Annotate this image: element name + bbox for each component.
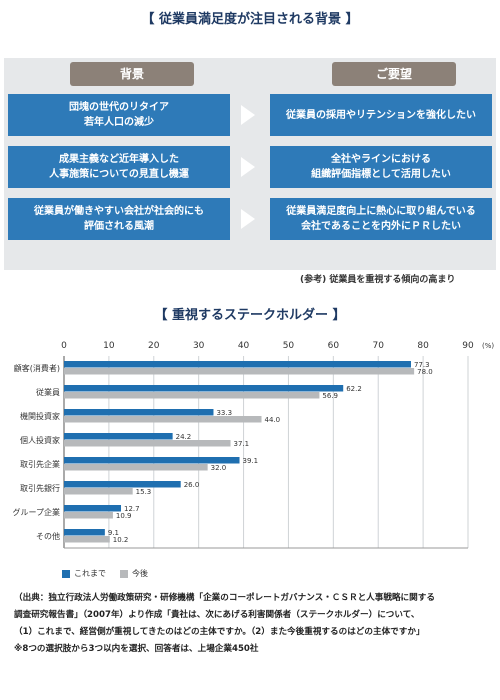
category-label: 個人投資家 xyxy=(20,435,60,445)
x-tick-label: 50 xyxy=(283,341,295,351)
source-line-1: （出典：独立行政法人労働政策研究・研修機構「企業のコーポレートガバナンス・ＣＳＲ… xyxy=(14,593,435,603)
data-label: 56.9 xyxy=(322,392,338,400)
bar-past xyxy=(64,385,344,392)
data-label: 10.9 xyxy=(116,512,132,520)
request-box-1-line1: 従業員の採用やリテンションを強化したい xyxy=(286,109,476,121)
x-tick-label: 70 xyxy=(372,341,384,351)
x-tick-label: 30 xyxy=(193,341,205,351)
unit-label: (%) xyxy=(482,342,494,350)
x-tick-label: 20 xyxy=(148,341,160,351)
background-box-1: 団塊の世代のリタイア 若年人口の減少 xyxy=(8,94,230,136)
bar-future xyxy=(64,464,208,471)
bar-past xyxy=(64,529,105,536)
bar-future xyxy=(64,392,320,399)
bar-future xyxy=(64,512,113,519)
source-line-3: （1）これまで、経営側が重視してきたのはどの主体ですか。（2）また今後重視するの… xyxy=(14,627,425,637)
category-label: その他 xyxy=(36,531,60,541)
request-box-1: 従業員の採用やリテンションを強化したい xyxy=(270,94,492,136)
stakeholder-bar-chart: 0 10 20 30 40 50 60 70 80 90 (%) 顧客(消費者) 77.378.0 従業員… xyxy=(12,341,494,549)
x-tick-label: 80 xyxy=(417,341,429,351)
bar-future xyxy=(64,488,133,495)
right-arrow-icon xyxy=(241,209,255,229)
x-tick-label: 0 xyxy=(61,341,67,351)
legend-swatch xyxy=(120,569,128,578)
category-label: 取引先銀行 xyxy=(20,483,60,493)
data-label: 39.1 xyxy=(243,457,259,465)
bar-future xyxy=(64,368,415,375)
background-header: 背景 xyxy=(70,62,194,86)
category-label: 顧客(消費者) xyxy=(14,363,60,373)
reference-note: (参考) 従業員を重視する傾向の高まり xyxy=(300,275,456,285)
legend-item: 今後 xyxy=(120,568,148,579)
right-arrow-icon xyxy=(241,105,255,125)
source-line-2: 調査研究報告書」（2007年）より作成「貴社は、次にあげる利害関係者（ステークホ… xyxy=(14,610,420,620)
request-box-2: 全社やラインにおける組織評価指標として活用したい xyxy=(270,146,492,188)
source-note: （出典：独立行政法人労働政策研究・研修機構「企業のコーポレートガバナンス・ＣＳＲ… xyxy=(14,590,494,658)
bar-past xyxy=(64,409,214,416)
category-label: 従業員 xyxy=(36,387,60,397)
category-label: 取引先企業 xyxy=(20,459,60,469)
background-box-2-line1: 成果主義など近年導入した xyxy=(58,154,179,165)
legend-label: 今後 xyxy=(132,569,148,578)
data-label: 77.3 xyxy=(414,361,430,369)
bar-past xyxy=(64,433,173,440)
data-label: 10.2 xyxy=(113,536,129,544)
legend-item: これまで xyxy=(62,568,106,579)
bar-past xyxy=(64,361,411,368)
stakeholder-chart-title: 【 重視するステークホルダー 】 xyxy=(154,308,346,323)
request-header: ご要望 xyxy=(332,62,456,86)
category-label: グループ企業 xyxy=(12,507,60,517)
request-box-2-line2: 組織評価指標として活用したい xyxy=(311,169,451,180)
background-box-3-line1: 従業員が働きやすい会社が社会的にも xyxy=(34,206,204,217)
data-label: 62.2 xyxy=(346,385,362,393)
legend-swatch xyxy=(62,569,70,578)
legend-label: これまで xyxy=(74,569,106,578)
chart-legend: これまで 今後 xyxy=(62,568,182,582)
background-box-3-line2: 評価される風潮 xyxy=(84,221,154,232)
data-label: 26.0 xyxy=(184,481,200,489)
request-box-3-line2: 会社であることを内外にＰＲしたい xyxy=(301,221,461,232)
request-box-3-line1: 従業員満足度向上に熱心に取り組んでいる xyxy=(286,206,476,217)
background-box-2: 成果主義など近年導入した 人事施策についての見直し機運 xyxy=(8,146,230,188)
right-arrow-icon xyxy=(241,157,255,177)
bar-past xyxy=(64,457,240,464)
data-label: 78.0 xyxy=(417,368,433,376)
x-tick-label: 10 xyxy=(103,341,115,351)
request-box-3: 従業員満足度向上に熱心に取り組んでいる 会社であることを内外にＰＲしたい xyxy=(270,198,492,240)
background-box-1-line2: 若年人口の減少 xyxy=(84,117,154,128)
data-label: 15.3 xyxy=(136,488,152,496)
data-label: 32.0 xyxy=(211,464,227,472)
data-label: 33.3 xyxy=(216,409,232,417)
background-section-title: 【 従業員満足度が注目される背景 】 xyxy=(141,12,359,27)
bar-past xyxy=(64,481,181,488)
bar-future xyxy=(64,440,231,447)
data-label: 44.0 xyxy=(265,416,281,424)
background-box-1-line1: 団塊の世代のリタイア xyxy=(69,102,169,113)
data-label: 12.7 xyxy=(124,505,140,513)
bar-future xyxy=(64,536,110,543)
x-tick-label: 40 xyxy=(238,341,250,351)
data-label: 37.1 xyxy=(234,440,250,448)
data-label: 9.1 xyxy=(108,529,119,537)
source-line-4: ※8つの選択肢から3つ以内を選択、回答者は、上場企業450社 xyxy=(14,644,259,654)
bar-past xyxy=(64,505,122,512)
category-label: 機関投資家 xyxy=(20,411,60,421)
data-label: 24.2 xyxy=(176,433,192,441)
request-box-2-line1: 全社やラインにおける xyxy=(330,154,431,165)
bar-future xyxy=(64,416,262,423)
x-tick-label: 60 xyxy=(328,341,340,351)
x-tick-label: 90 xyxy=(462,341,474,351)
background-box-2-line2: 人事施策についての見直し機運 xyxy=(49,169,189,180)
background-box-3: 従業員が働きやすい会社が社会的にも 評価される風潮 xyxy=(8,198,230,240)
